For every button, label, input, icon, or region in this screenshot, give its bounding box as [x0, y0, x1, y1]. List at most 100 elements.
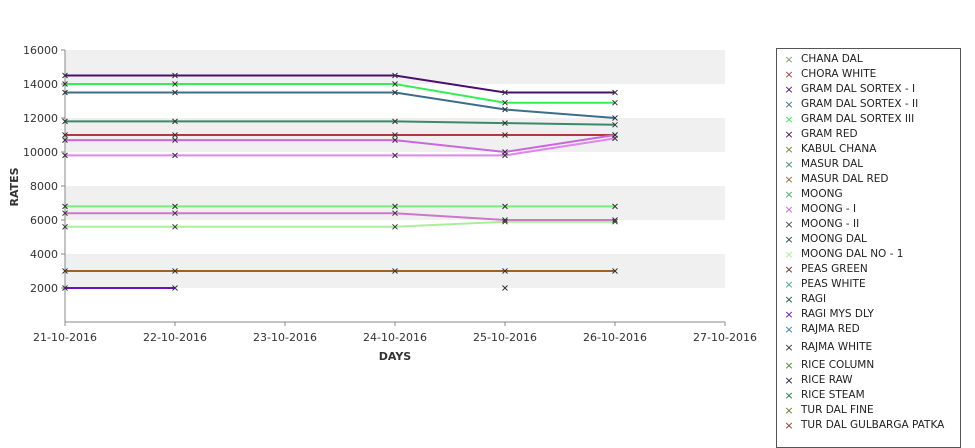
legend-marker-icon: ×	[784, 419, 794, 432]
grid-band	[65, 288, 725, 322]
data-point	[172, 81, 178, 87]
legend-marker-icon: ×	[784, 404, 794, 417]
legend-item: × KABUL CHANA	[777, 142, 960, 157]
legend-label: RAJMA WHITE	[801, 341, 873, 353]
data-point	[62, 118, 68, 125]
data-point	[62, 210, 68, 217]
legend-item: × MASUR DAL RED	[777, 172, 960, 187]
data-point	[612, 218, 618, 225]
data-point	[612, 217, 618, 223]
x-tick-label: 23-10-2016	[253, 331, 317, 344]
data-point	[502, 285, 508, 291]
legend-item: × PEAS GREEN	[777, 262, 960, 277]
data-point	[392, 137, 398, 143]
data-point	[502, 217, 508, 223]
y-axis-title: RATES	[8, 167, 21, 206]
grid-band	[65, 152, 725, 186]
legend-item: × MOONG - I	[777, 202, 960, 217]
data-point	[502, 268, 508, 274]
grid-band	[65, 186, 725, 220]
legend-label: RICE COLUMN	[801, 359, 875, 371]
legend-marker-icon: ×	[784, 188, 794, 201]
x-tick-label: 27-10-2016	[693, 331, 757, 344]
legend-marker-icon: ×	[784, 128, 794, 141]
data-point	[392, 132, 398, 138]
legend-marker-icon: ×	[784, 143, 794, 156]
data-point	[172, 152, 178, 159]
legend-marker-icon: ×	[784, 389, 794, 402]
data-point	[62, 268, 68, 274]
data-point	[172, 118, 178, 125]
legend-marker-icon: ×	[784, 308, 794, 321]
x-tick-label: 22-10-2016	[143, 331, 207, 344]
y-tick-label: 16000	[23, 44, 58, 57]
data-point	[612, 115, 618, 121]
legend-label: MOONG DAL NO - 1	[801, 248, 904, 260]
legend-label: RAJMA RED	[801, 323, 860, 335]
legend-item: × GRAM DAL SORTEX III	[777, 112, 960, 127]
data-point	[172, 268, 178, 274]
legend-item: × CHANA DAL	[777, 52, 960, 67]
legend-marker-icon: ×	[784, 233, 794, 246]
legend-item: × GRAM RED	[777, 127, 960, 142]
legend-marker-icon: ×	[784, 248, 794, 261]
legend-marker-icon: ×	[784, 323, 794, 336]
legend-marker-icon: ×	[784, 263, 794, 276]
legend-marker-icon: ×	[784, 218, 794, 231]
legend-item: × GRAM DAL SORTEX - I	[777, 82, 960, 97]
y-tick-label: 12000	[23, 112, 58, 125]
data-point	[502, 203, 508, 210]
legend-label: MASUR DAL RED	[801, 173, 889, 185]
data-point	[392, 268, 398, 274]
legend-item: × RAGI	[777, 292, 960, 307]
data-point	[502, 132, 508, 138]
legend-marker-icon: ×	[784, 98, 794, 111]
data-point	[172, 72, 178, 79]
data-point	[62, 137, 68, 143]
data-point	[172, 203, 178, 210]
grid-band	[65, 220, 725, 254]
legend-marker-icon: ×	[784, 173, 794, 186]
legend-label: RAGI MYS DLY	[801, 308, 874, 320]
y-tick-label: 2000	[30, 282, 58, 295]
data-point	[62, 132, 68, 138]
grid-band	[65, 50, 725, 84]
data-point	[172, 132, 178, 138]
legend-item: × RICE STEAM	[777, 388, 960, 403]
data-point	[502, 218, 508, 225]
legend-label: PEAS WHITE	[801, 278, 866, 290]
legend-item: × RICE RAW	[777, 373, 960, 388]
legend-marker-icon: ×	[784, 203, 794, 216]
legend-item: × TUR DAL FINE	[777, 403, 960, 418]
x-axis-title: DAYS	[379, 350, 412, 363]
legend-label: MOONG	[801, 188, 843, 200]
legend-item: × TUR DAL GULBARGA PATKA	[777, 418, 960, 433]
legend-label: MOONG - II	[801, 218, 860, 230]
data-point	[612, 203, 618, 210]
legend-item: × MOONG DAL	[777, 232, 960, 247]
legend-item: × MASUR DAL	[777, 157, 960, 172]
y-tick-label: 14000	[23, 78, 58, 91]
data-point	[392, 72, 398, 79]
legend-label: MOONG - I	[801, 203, 857, 215]
data-point	[62, 223, 68, 230]
data-point	[392, 118, 398, 125]
legend-label: TUR DAL FINE	[801, 404, 874, 416]
y-tick-label: 4000	[30, 248, 58, 261]
data-point	[62, 81, 68, 87]
data-point	[392, 203, 398, 210]
legend-label: MASUR DAL	[801, 158, 864, 170]
legend-item: × MOONG	[777, 187, 960, 202]
grid-band	[65, 84, 725, 118]
x-tick-label: 21-10-2016	[33, 331, 97, 344]
data-point	[392, 89, 398, 96]
data-point	[62, 89, 68, 96]
legend-marker-icon: ×	[784, 68, 794, 81]
legend-label: MOONG DAL	[801, 233, 867, 245]
x-axis: 21-10-2016 22-10-2016 23-10-2016 24-10-2016…	[33, 321, 757, 344]
y-axis: 2000 4000 6000 8000 10000 12000 14000 16000	[23, 44, 66, 322]
legend-marker-icon: ×	[784, 113, 794, 126]
legend-label: CHORA WHITE	[801, 68, 877, 80]
legend-marker-icon: ×	[784, 158, 794, 171]
data-point	[612, 89, 618, 96]
